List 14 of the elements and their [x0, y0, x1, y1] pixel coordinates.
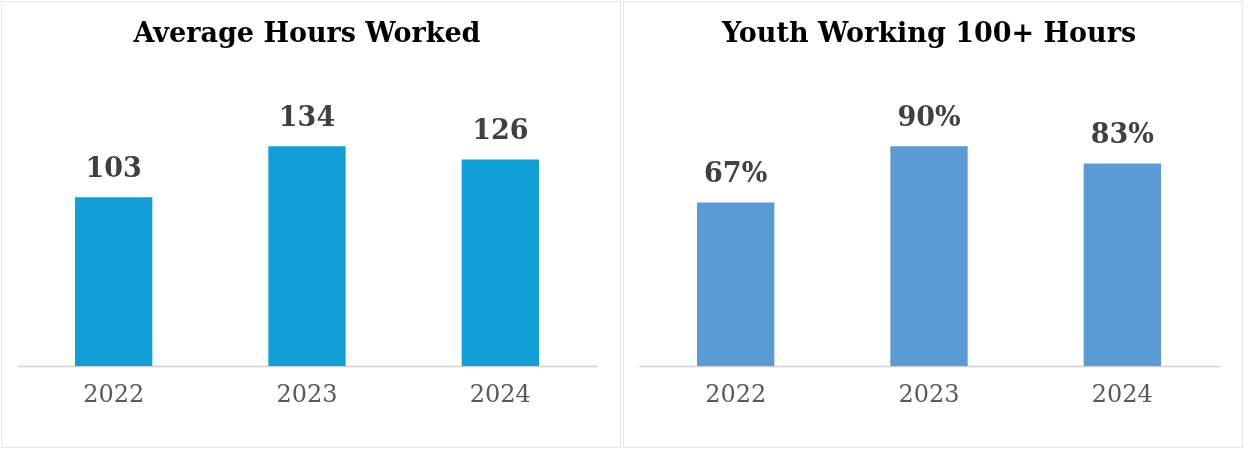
data-label: 90% [897, 101, 961, 133]
x-tick-label: 2024 [1091, 379, 1153, 408]
x-tick-label: 2022 [83, 379, 145, 408]
data-label: 134 [278, 101, 336, 133]
x-tick-label: 2022 [705, 379, 767, 408]
chart-title: Youth Working 100+ Hours [720, 17, 1137, 48]
data-label: 67% [704, 157, 768, 189]
data-label: 126 [472, 114, 529, 146]
x-tick-label: 2024 [469, 379, 531, 408]
x-tick-label: 2023 [276, 379, 338, 408]
chart-title: Average Hours Worked [132, 17, 481, 48]
data-label: 103 [85, 152, 142, 184]
data-label: 83% [1090, 118, 1154, 150]
x-tick-label: 2023 [898, 379, 960, 408]
